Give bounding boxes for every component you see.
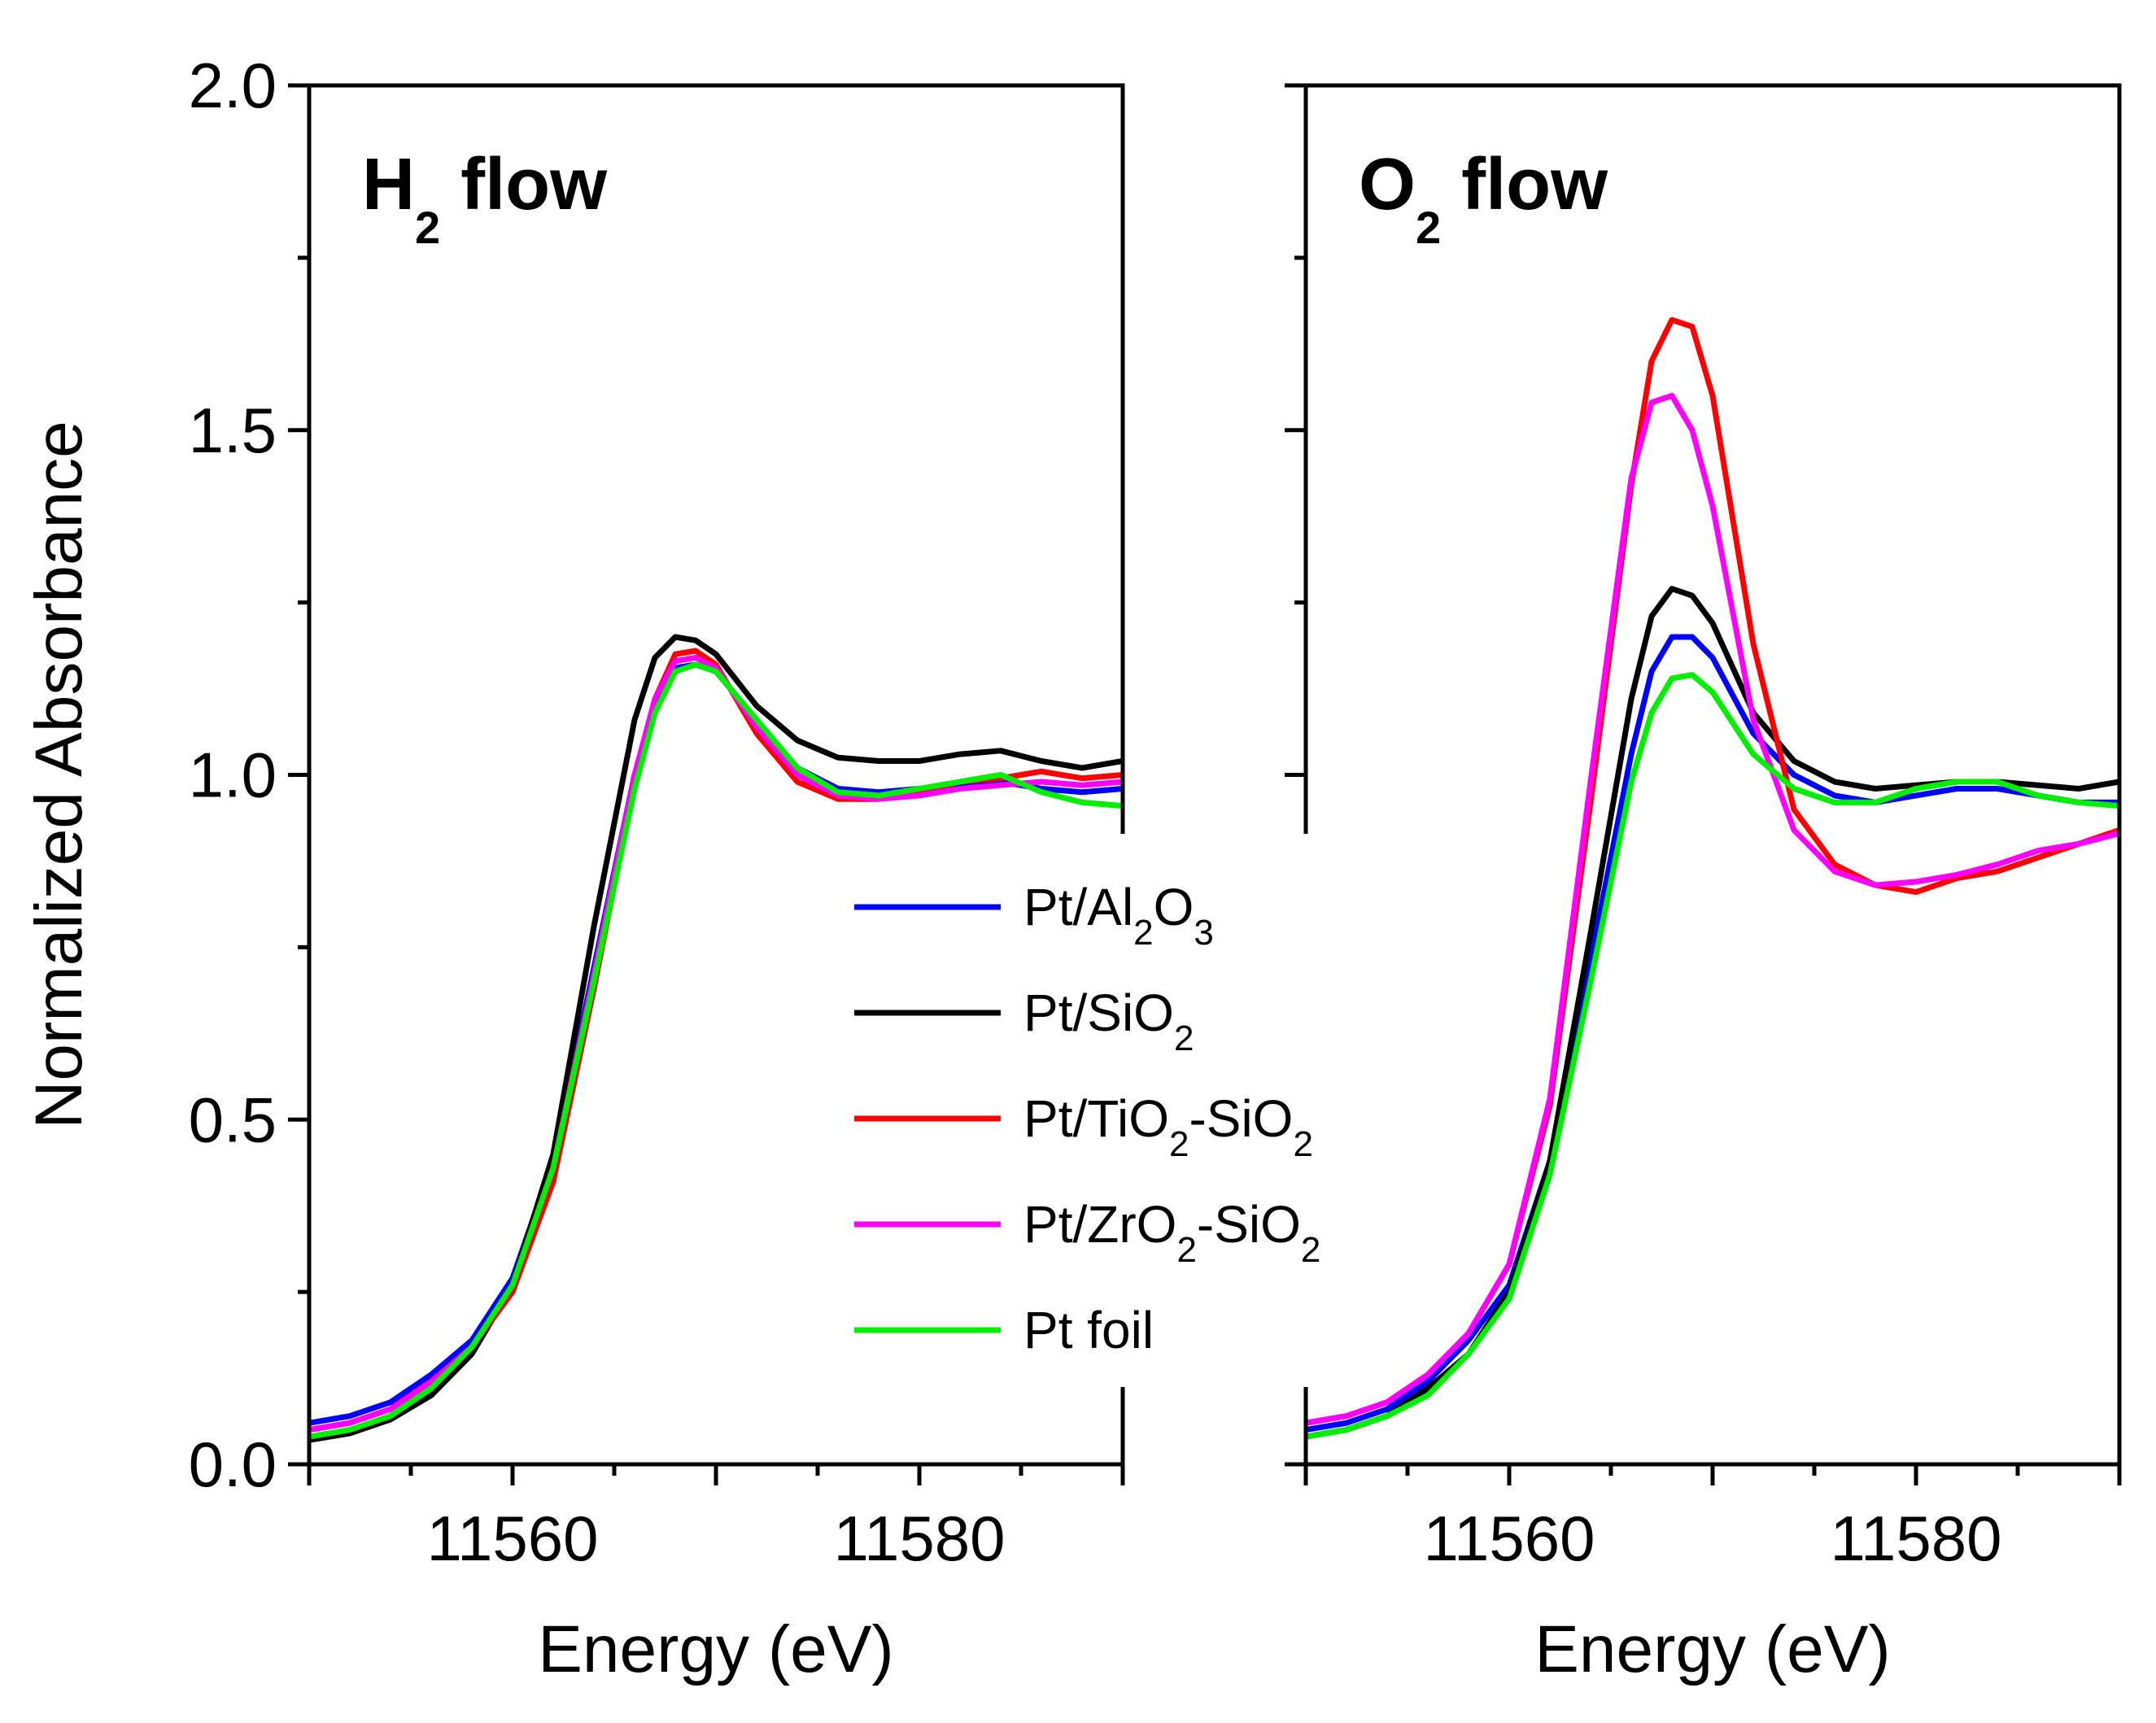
- y-tick-label: 0.5: [189, 1084, 277, 1155]
- legend: Pt/Al2O3 Pt/SiO2 Pt/TiO2-SiO2 Pt/ZrO2-SiO2 P…: [838, 834, 1334, 1387]
- series-group-o2: [1306, 316, 2119, 1440]
- x-tick-label-o2: 11580: [1830, 1503, 2001, 1574]
- series-line-pt-al2o3-o2: [1306, 634, 2119, 1433]
- legend-label: Pt/Al2O3: [1023, 878, 1214, 953]
- panel-title-o2: O2 flow: [1359, 144, 1608, 253]
- legend-item-pt-foil: Pt foil: [854, 1301, 1154, 1359]
- series-group-h2: [309, 634, 1123, 1443]
- series-line-pt-foil-o2: [1306, 672, 2119, 1440]
- series-line-pt-foil-h2: [309, 661, 1123, 1440]
- plot-frame-o2: [1303, 83, 2122, 1467]
- panel-h2-flow: 0.0 0.5 1.0 1.5 2.0 Normalized Absorbance 1156…: [22, 50, 1125, 1686]
- y-tick-label: 2.0: [189, 50, 277, 121]
- legend-label: Pt foil: [1023, 1301, 1154, 1359]
- series-line-pt-tio2-sio2-o2: [1306, 316, 2119, 1426]
- legend-item-pt-tio2-sio2: Pt/TiO2-SiO2: [854, 1089, 1313, 1164]
- series-line-pt-sio2-h2: [309, 634, 1123, 1443]
- series-line-pt-zro2-sio2-o2: [1306, 392, 2119, 1426]
- legend-label: Pt/TiO2-SiO2: [1023, 1089, 1313, 1164]
- y-tick-label: 1.0: [189, 739, 277, 811]
- x-tick-label-h2: 11580: [833, 1503, 1005, 1574]
- legend-item-pt-zro2-sio2: Pt/ZrO2-SiO2: [854, 1195, 1320, 1270]
- y-tick-label: 1.5: [189, 395, 277, 466]
- x-axis-title-o2: Energy (eV): [1534, 1612, 1891, 1686]
- y-axis-title: Normalized Absorbance: [22, 421, 96, 1129]
- legend-background: [838, 834, 1334, 1387]
- x-axis-title-h2: Energy (eV): [538, 1612, 894, 1686]
- x-tick-label-o2: 11560: [1423, 1503, 1595, 1574]
- legend-item-pt-sio2: Pt/SiO2: [854, 984, 1194, 1058]
- x-tick-label-h2: 11560: [426, 1503, 598, 1574]
- legend-label: Pt/ZrO2-SiO2: [1023, 1195, 1320, 1270]
- legend-item-pt-al2o3: Pt/Al2O3: [854, 878, 1214, 953]
- panel-title-h2: H2 flow: [362, 144, 608, 253]
- legend-label: Pt/SiO2: [1023, 984, 1194, 1058]
- panel-o2-flow: 11560 11580 Energy (eV) O2 flow: [1285, 83, 2122, 1686]
- series-line-pt-sio2-o2: [1306, 586, 2119, 1440]
- y-tick-label: 0.0: [189, 1429, 277, 1500]
